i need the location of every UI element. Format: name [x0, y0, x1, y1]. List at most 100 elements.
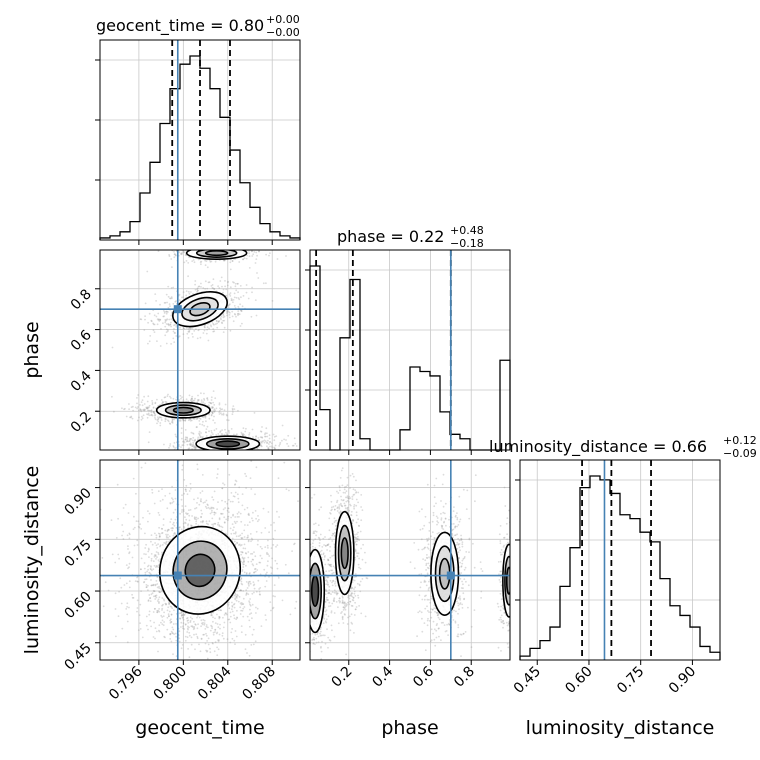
scatter-point [213, 415, 215, 418]
scatter-point [195, 507, 198, 509]
scatter-point [130, 415, 133, 418]
scatter-point [206, 397, 209, 399]
scatter-point [181, 396, 183, 399]
scatter-point [264, 546, 267, 548]
scatter-point [98, 552, 100, 554]
scatter-point [206, 247, 208, 249]
scatter-point [256, 543, 259, 546]
scatter-point [144, 532, 146, 535]
scatter-point [226, 284, 229, 287]
scatter-point [188, 509, 190, 511]
scatter-point [212, 247, 214, 249]
scatter-point [308, 560, 310, 562]
scatter-point [240, 625, 243, 627]
scatter-point [323, 556, 326, 558]
scatter-point [306, 554, 308, 556]
scatter-point [258, 588, 260, 590]
scatter-point [285, 488, 288, 490]
scatter-point [186, 631, 189, 633]
scatter-point [182, 291, 185, 293]
contour-level-2 [204, 250, 229, 257]
scatter-point [247, 536, 249, 539]
scatter-point [190, 431, 193, 434]
scatter-point [147, 550, 150, 553]
scatter-point [208, 413, 211, 416]
scatter-point [147, 413, 150, 416]
scatter-point [165, 328, 168, 331]
scatter-point [216, 523, 219, 526]
scatter-point [200, 498, 202, 500]
scatter-point [210, 396, 213, 399]
scatter-point [183, 441, 186, 444]
scatter-point [157, 553, 160, 556]
scatter-point [156, 600, 159, 602]
scatter-point [304, 596, 306, 598]
scatter-point [128, 586, 131, 589]
scatter-point [211, 411, 214, 414]
scatter-point [256, 520, 259, 523]
scatter-point [254, 567, 257, 570]
scatter-point [199, 261, 202, 263]
scatter-point [192, 436, 195, 439]
scatter-point [252, 253, 255, 256]
scatter-point [165, 603, 168, 605]
scatter-point [151, 491, 154, 494]
scatter-point [199, 500, 202, 502]
scatter-point [166, 330, 169, 333]
scatter-point [247, 512, 250, 515]
scatter-point [242, 607, 245, 610]
scatter-point [311, 497, 313, 499]
scatter-point [158, 587, 161, 589]
scatter-point [302, 612, 304, 614]
scatter-point [167, 606, 170, 609]
scatter-point [292, 444, 295, 447]
scatter-point [210, 413, 213, 416]
scatter-point [158, 526, 161, 529]
scatter-point [231, 315, 234, 318]
scatter-point [148, 312, 151, 315]
scatter-point [216, 452, 218, 454]
scatter-point [140, 409, 142, 411]
scatter-point [136, 607, 139, 609]
scatter-point [151, 543, 154, 546]
scatter-point [234, 516, 237, 518]
scatter-point [166, 318, 169, 321]
scatter-point [202, 244, 204, 246]
scatter-point [169, 323, 172, 326]
scatter-point [190, 438, 193, 440]
scatter-point [324, 610, 327, 613]
scatter-point [193, 418, 196, 420]
scatter-point [165, 603, 167, 606]
scatter-point [237, 297, 240, 299]
scatter-point [206, 650, 208, 653]
scatter-point [182, 614, 185, 617]
scatter-point [185, 290, 188, 292]
scatter-point [218, 639, 220, 642]
scatter-point [261, 441, 263, 444]
scatter-point [230, 453, 232, 455]
scatter-point [248, 613, 251, 615]
scatter-point [326, 596, 328, 599]
scatter-point [242, 454, 244, 456]
scatter-point [233, 602, 236, 605]
scatter-point [126, 613, 129, 616]
scatter-point [214, 631, 216, 633]
scatter-point [233, 408, 236, 410]
scatter-point [208, 243, 210, 245]
scatter-point [190, 625, 193, 628]
scatter-point [276, 562, 278, 565]
scatter-point [201, 423, 204, 426]
scatter-point [194, 288, 197, 291]
scatter-point [214, 323, 217, 325]
scatter-point [158, 536, 161, 538]
scatter-point [231, 628, 234, 630]
scatter-point [227, 507, 230, 510]
scatter-point [167, 295, 170, 298]
scatter-point [202, 454, 204, 456]
scatter-point [173, 253, 176, 256]
scatter-point [239, 613, 242, 615]
scatter-point [130, 416, 132, 419]
scatter-point [203, 623, 206, 626]
scatter-point [172, 330, 175, 333]
scatter-point [241, 504, 244, 507]
